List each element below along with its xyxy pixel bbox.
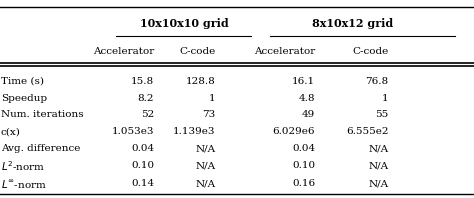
- Text: $L^{\infty}$-norm: $L^{\infty}$-norm: [1, 178, 47, 190]
- Text: 0.04: 0.04: [292, 144, 315, 153]
- Text: C-code: C-code: [180, 47, 216, 56]
- Text: 6.555e2: 6.555e2: [346, 127, 389, 136]
- Text: 1.053e3: 1.053e3: [111, 127, 154, 136]
- Text: 73: 73: [202, 110, 216, 119]
- Text: 16.1: 16.1: [292, 77, 315, 86]
- Text: 1: 1: [382, 93, 389, 103]
- Text: 6.029e6: 6.029e6: [273, 127, 315, 136]
- Text: Time (s): Time (s): [1, 77, 44, 86]
- Text: Accelerator: Accelerator: [93, 47, 154, 56]
- Text: C-code: C-code: [353, 47, 389, 56]
- Text: 1.139e3: 1.139e3: [173, 127, 216, 136]
- Text: 10x10x10 grid: 10x10x10 grid: [140, 18, 229, 29]
- Text: 0.04: 0.04: [131, 144, 154, 153]
- Text: 15.8: 15.8: [131, 77, 154, 86]
- Text: 8.2: 8.2: [137, 93, 154, 103]
- Text: 4.8: 4.8: [299, 93, 315, 103]
- Text: c(x): c(x): [1, 127, 21, 136]
- Text: $L^2$-norm: $L^2$-norm: [1, 159, 46, 173]
- Text: Num. iterations: Num. iterations: [1, 110, 83, 119]
- Text: N/A: N/A: [369, 144, 389, 153]
- Text: 8x10x12 grid: 8x10x12 grid: [311, 18, 393, 29]
- Text: N/A: N/A: [369, 161, 389, 170]
- Text: 76.8: 76.8: [365, 77, 389, 86]
- Text: N/A: N/A: [369, 179, 389, 188]
- Text: 55: 55: [375, 110, 389, 119]
- Text: 128.8: 128.8: [186, 77, 216, 86]
- Text: 1: 1: [209, 93, 216, 103]
- Text: 0.14: 0.14: [131, 179, 154, 188]
- Text: N/A: N/A: [196, 144, 216, 153]
- Text: Avg. difference: Avg. difference: [1, 144, 80, 153]
- Text: Accelerator: Accelerator: [254, 47, 315, 56]
- Text: 0.16: 0.16: [292, 179, 315, 188]
- Text: 52: 52: [141, 110, 154, 119]
- Text: 0.10: 0.10: [292, 161, 315, 170]
- Text: N/A: N/A: [196, 161, 216, 170]
- Text: N/A: N/A: [196, 179, 216, 188]
- Text: Speedup: Speedup: [1, 93, 47, 103]
- Text: 0.10: 0.10: [131, 161, 154, 170]
- Text: 49: 49: [302, 110, 315, 119]
